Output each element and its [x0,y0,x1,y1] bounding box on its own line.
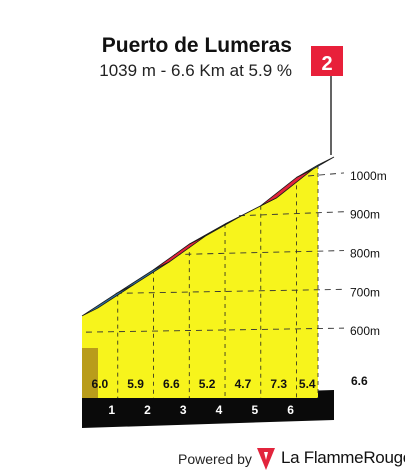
climb-summary: 1039 m - 6.6 Km at 5.9 % [99,61,292,80]
category-flag [311,46,343,76]
gradient-label: 5.9 [127,377,144,391]
elevation-profile-chart: 600m 700m 800m 900m 1000m 6.0 5.9 6.6 5.2 4.7 7.3… [81,46,387,428]
elevation-tick-label: 700m [350,285,380,299]
profile-foundation [82,348,98,398]
elevation-tick-label: 900m [350,208,380,222]
elevation-tick-label: 800m [350,247,380,261]
km-marker-label: 5 [251,403,258,417]
powered-by-label: Powered by [178,451,252,467]
km-marker-label: 4 [216,403,223,417]
profile-front-face [82,165,318,398]
gradient-label: 7.3 [270,377,287,391]
km-marker-label: 3 [180,403,187,417]
gradient-label: 6.0 [92,377,109,391]
climb-title: Puerto de Lumeras [101,34,292,57]
km-band [82,390,334,428]
elevation-tick-label: 600m [350,324,380,338]
km-marker-label: 2 [144,403,151,417]
flamme-rouge-logo-icon [257,448,275,470]
gradient-label: 5.2 [199,377,216,391]
brand-name: La FlammeRouge [281,448,405,467]
km-marker-label: 1 [108,403,115,417]
gradient-label: 6.6 [163,377,180,391]
elevation-grid-line [297,172,345,178]
top-ribbon-segment-7 [296,156,335,178]
gradient-label: 5.4 [299,377,316,391]
elevation-grid-line [115,288,345,294]
gradient-label: 4.7 [235,377,252,391]
category-flag-label: 2 [321,53,332,75]
footer: Powered by La FlammeRouge [0,446,405,472]
elevation-tick-label: 1000m [350,169,387,183]
total-distance-label: 6.6 [351,374,368,388]
km-marker-label: 6 [287,403,294,417]
